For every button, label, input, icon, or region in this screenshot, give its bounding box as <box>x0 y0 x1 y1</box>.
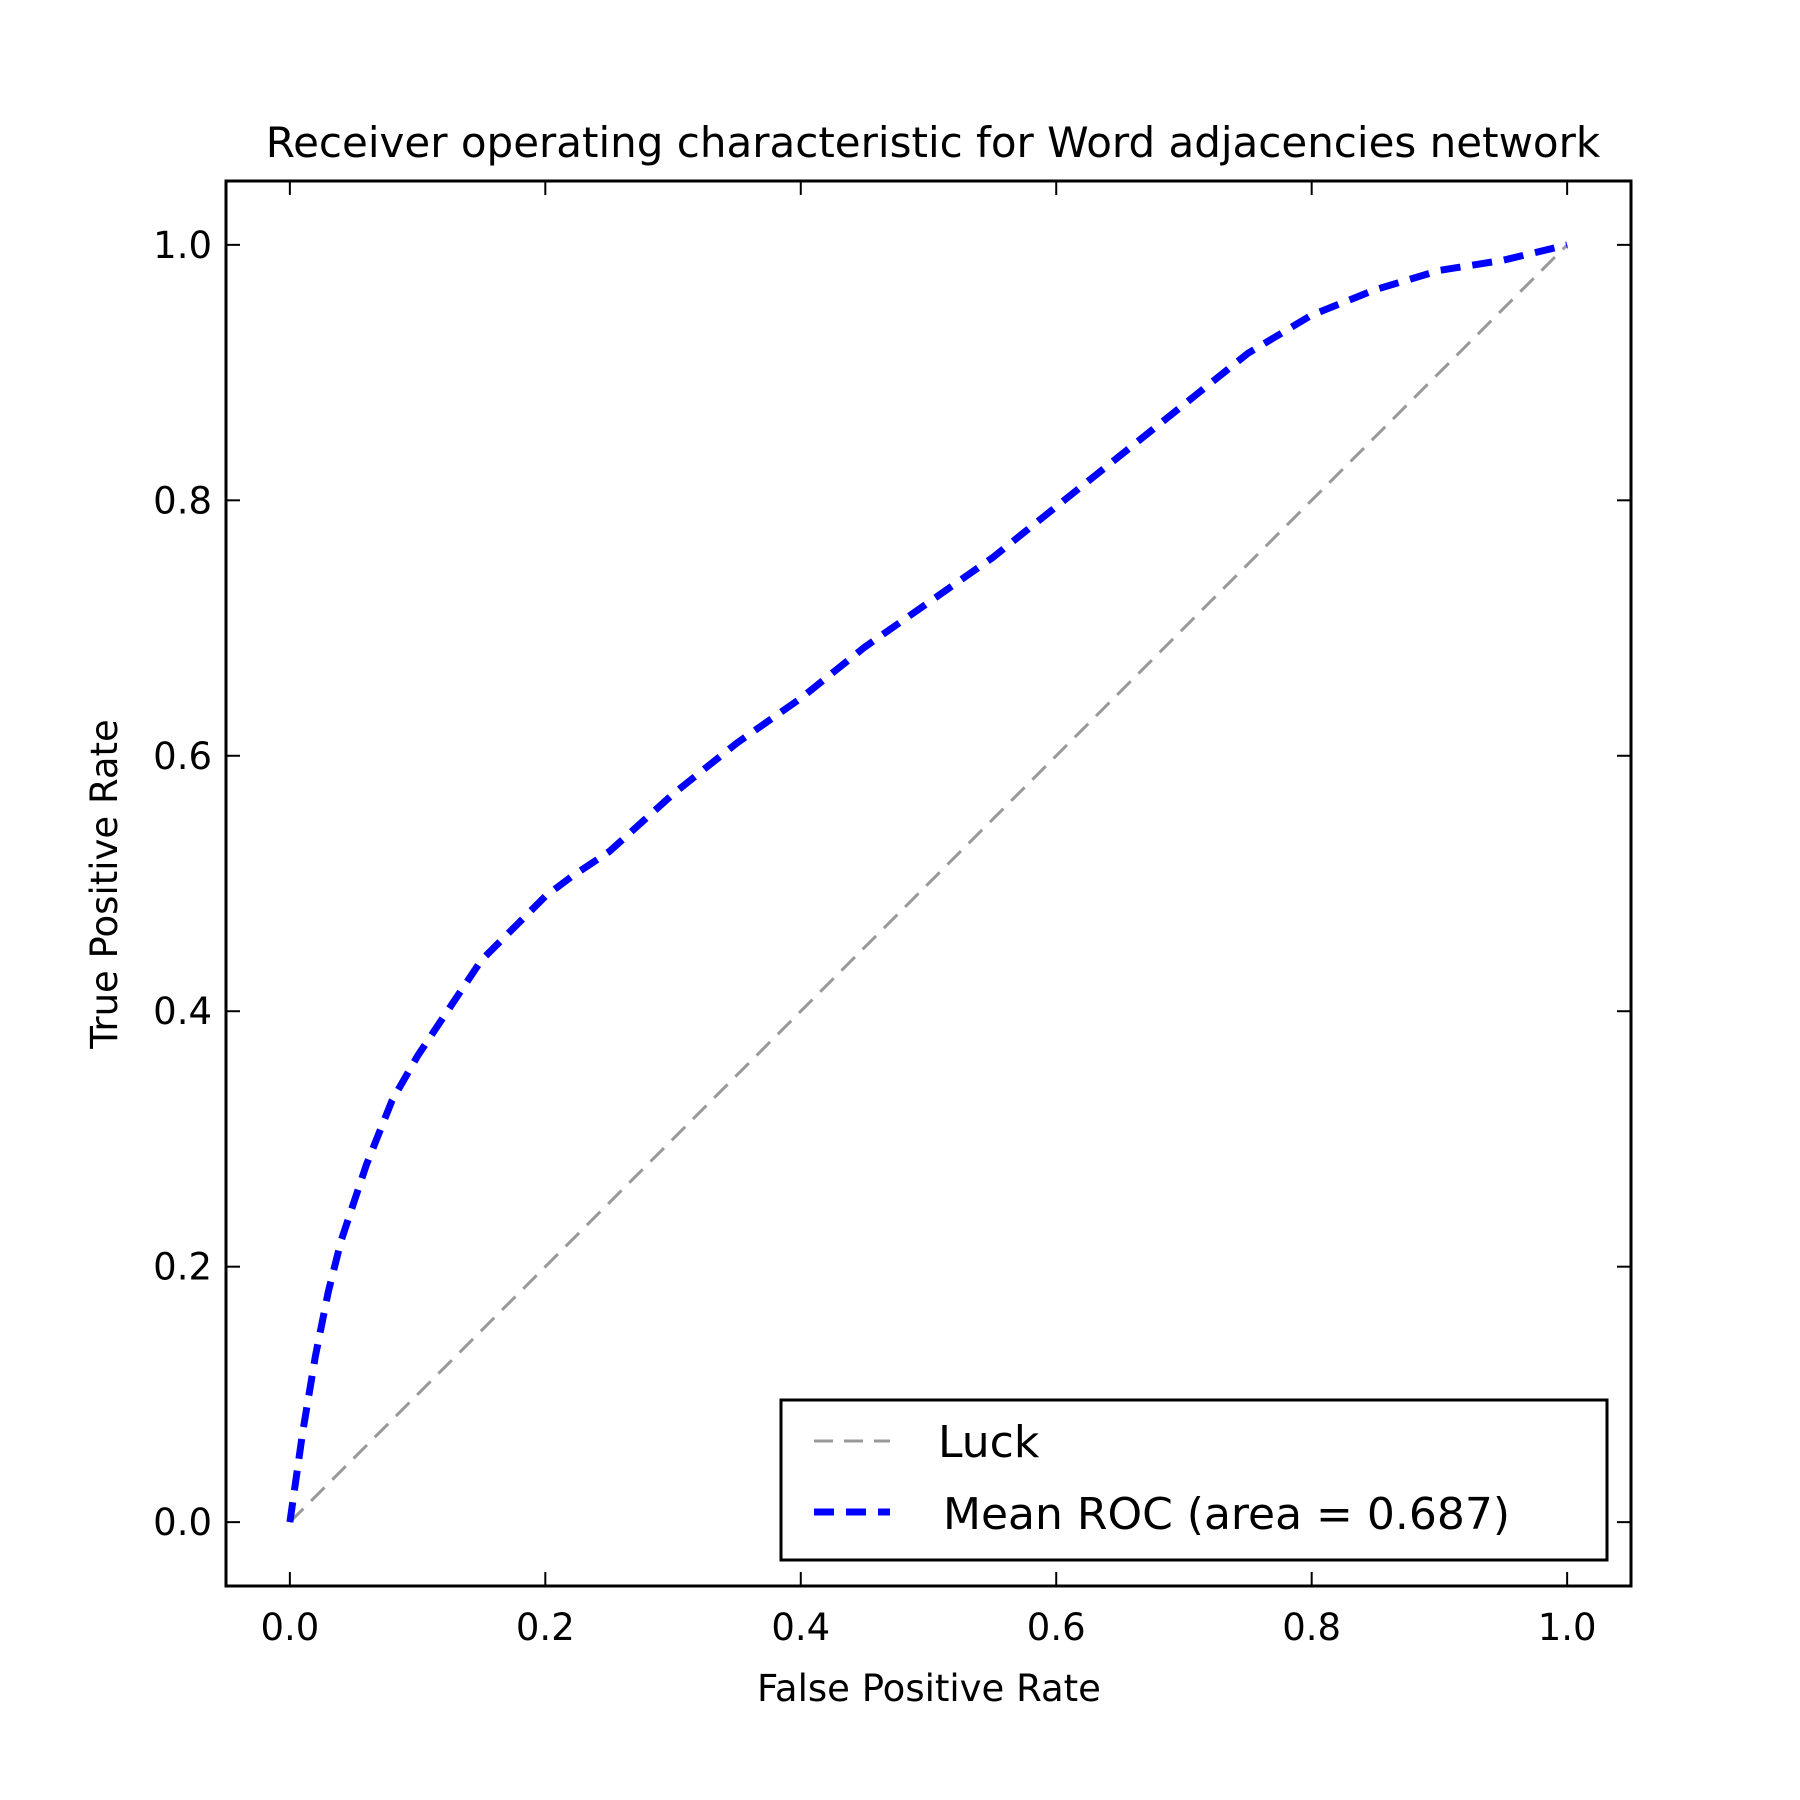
series-line-luck <box>288 243 1569 1524</box>
x-tick-label: 0.4 <box>771 1606 830 1649</box>
y-tick-label: 1.0 <box>153 224 212 267</box>
y-tick-label: 0.4 <box>153 990 212 1033</box>
x-tick-label: 0.6 <box>1027 1606 1086 1649</box>
y-tick-label: 0.6 <box>153 735 212 778</box>
x-axis-label: False Positive Rate <box>757 1667 1101 1710</box>
chart-title: Receiver operating characteristic for Wo… <box>266 118 1601 167</box>
x-tick-label: 0.8 <box>1282 1606 1341 1649</box>
y-tick-label: 0.8 <box>153 479 212 522</box>
x-tick-label: 1.0 <box>1538 1606 1597 1649</box>
legend-label-luck: Luck <box>938 1417 1040 1468</box>
series-line-mean-roc-area-0-687 <box>286 241 1568 1523</box>
legend: Luck Mean ROC (area = 0.687) <box>779 1398 1609 1562</box>
legend-label-mean-roc: Mean ROC (area = 0.687) <box>943 1489 1510 1540</box>
plot-lines <box>286 241 1569 1524</box>
x-tick-label: 0.2 <box>516 1606 575 1649</box>
y-tick-label: 0.0 <box>153 1501 212 1544</box>
legend-box <box>779 1398 1609 1562</box>
y-tick-label: 0.2 <box>153 1246 212 1289</box>
y-axis-label: True Positive Rate <box>83 719 126 1050</box>
plot-frame <box>224 179 1633 1588</box>
axis-ticks: 0.0 0.2 0.4 0.6 0.8 1.0 0.0 0.2 0.4 0.6 0.8 1.0 <box>153 181 1631 1649</box>
x-tick-label: 0.0 <box>260 1606 319 1649</box>
